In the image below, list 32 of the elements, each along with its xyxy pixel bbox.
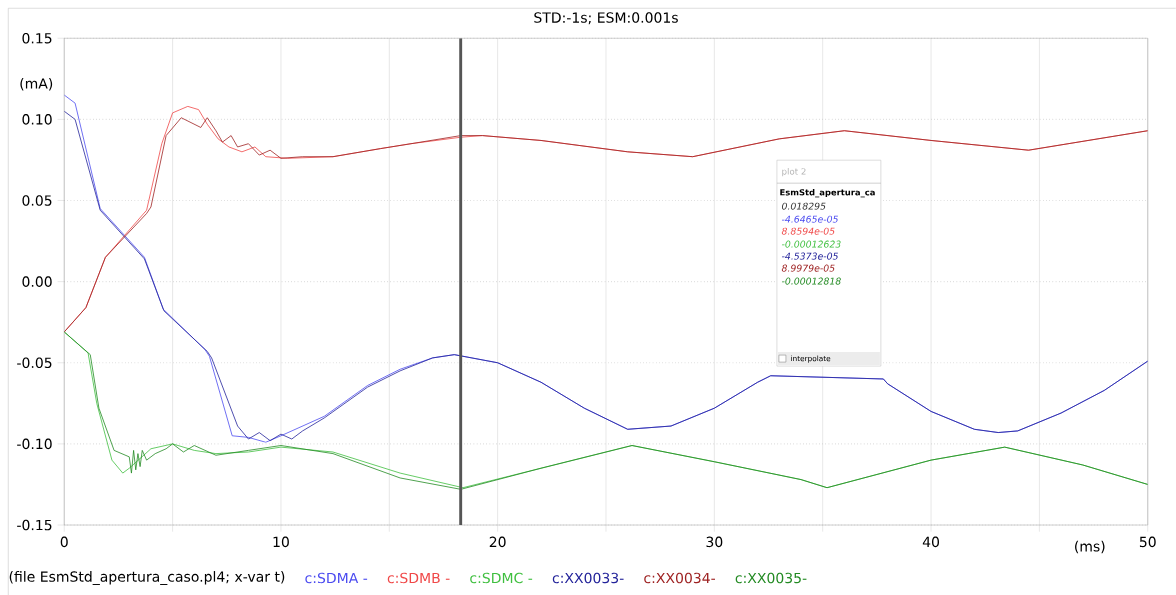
annotation: -4.5373e-05 bbox=[781, 252, 838, 260]
text: (file EsmStd_apertura_caso.pl4; x-var t) bbox=[9, 570, 285, 585]
y-tick-label: 0.15 bbox=[22, 32, 52, 44]
x-tick-label: 0 bbox=[60, 536, 68, 548]
x-tick-label: 20 bbox=[489, 536, 506, 548]
annotation: -4.6465e-05 bbox=[781, 215, 838, 223]
text: c:XX0033- bbox=[552, 572, 624, 584]
x-tick-label: 50 bbox=[1139, 536, 1156, 548]
annotation: -0.00012623 bbox=[781, 240, 841, 248]
chart-title: STD:-1s; ESM:0.001s bbox=[534, 12, 678, 25]
annotation: EsmStd_apertura_ca bbox=[780, 188, 875, 198]
x-tick-label: 40 bbox=[922, 536, 940, 548]
x-axis-title: (ms) bbox=[1075, 540, 1105, 554]
y-tick-label: 0.10 bbox=[22, 113, 52, 125]
text: c:SDMC - bbox=[470, 572, 533, 584]
y-tick-label: -0.15 bbox=[17, 519, 52, 531]
y-tick-label: 0.05 bbox=[22, 195, 52, 206]
text: c:SDMA - bbox=[305, 572, 368, 584]
x-tick-label: 30 bbox=[706, 536, 723, 548]
annotation: 8.9979e-05 bbox=[781, 264, 835, 272]
text: c:XX0035- bbox=[735, 572, 807, 584]
annotation: -0.00012818 bbox=[781, 277, 841, 285]
text: c:SDMB - bbox=[387, 572, 450, 584]
y-tick-label: 0.00 bbox=[22, 276, 52, 287]
text: c:XX0034- bbox=[644, 572, 715, 584]
y-tick-label: -0.10 bbox=[17, 438, 52, 450]
annotation: plot 2 bbox=[782, 167, 806, 177]
x-tick-label: 10 bbox=[273, 536, 289, 548]
annotation: 0.018295 bbox=[781, 202, 826, 210]
y-axis-title: (mA) bbox=[20, 77, 53, 91]
y-tick-label: -0.05 bbox=[17, 357, 52, 368]
annotation: 8.8594e-05 bbox=[781, 227, 835, 235]
